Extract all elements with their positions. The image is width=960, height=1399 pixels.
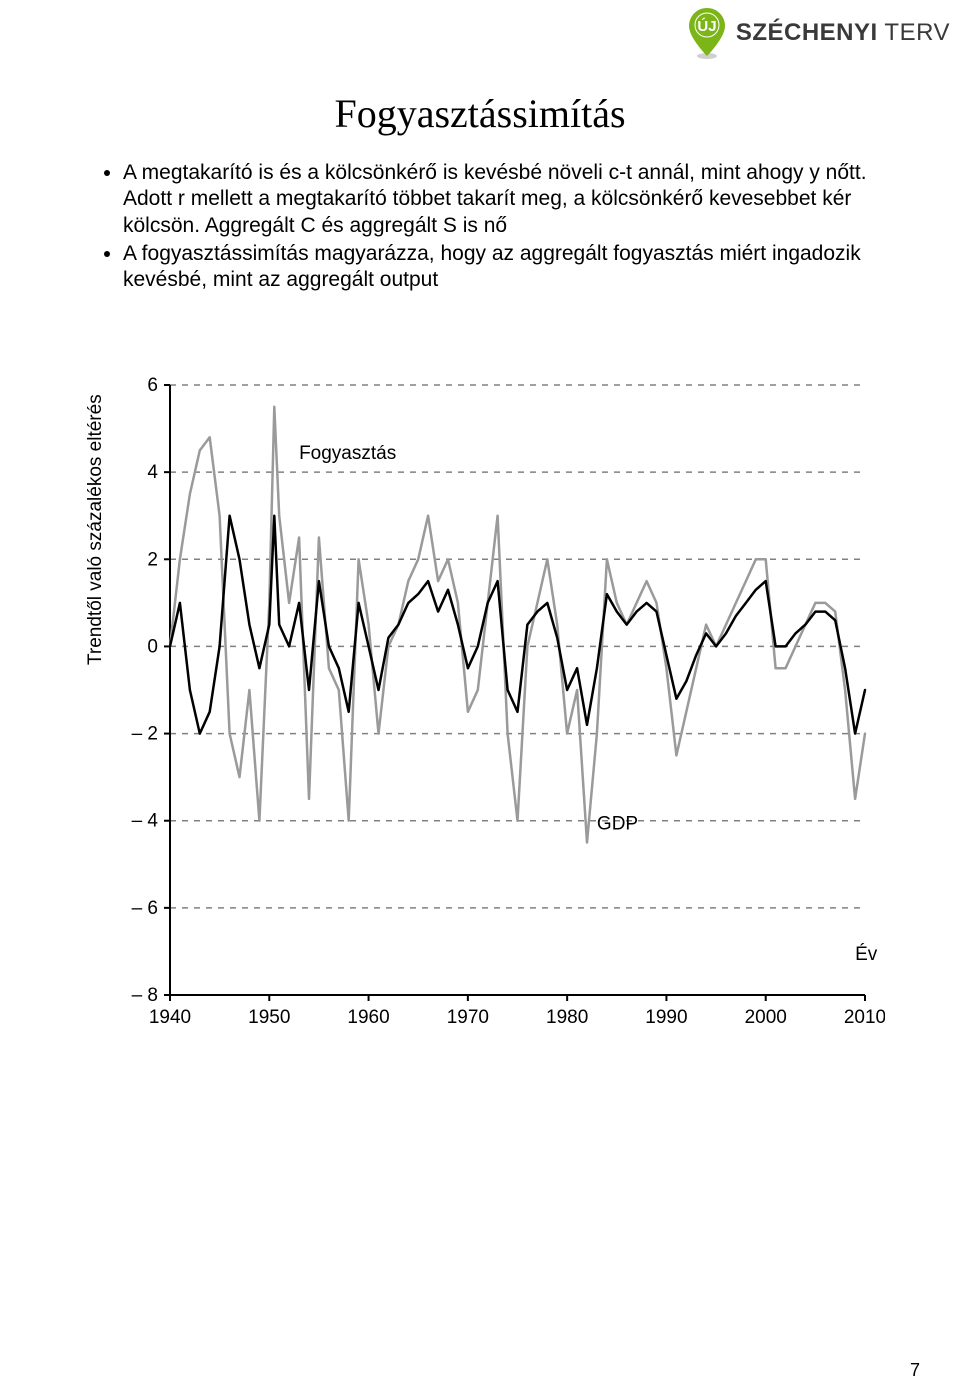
svg-text:2000: 2000 xyxy=(745,1007,787,1028)
brand-logo: ÚJ SZÉCHENYI TERV xyxy=(686,6,950,60)
svg-text:1980: 1980 xyxy=(546,1007,588,1028)
svg-text:0: 0 xyxy=(147,636,158,657)
logo-pin-icon: ÚJ xyxy=(686,6,728,60)
svg-text:– 2: – 2 xyxy=(132,724,158,745)
page-number: 7 xyxy=(910,1360,920,1381)
chart-container: Trendtől való százalékos eltérés 6420– 2… xyxy=(95,375,885,1060)
svg-text:1960: 1960 xyxy=(347,1007,389,1028)
svg-text:1990: 1990 xyxy=(645,1007,687,1028)
svg-text:Év: Év xyxy=(855,944,878,965)
brand-bold: SZÉCHENYI xyxy=(736,19,878,46)
svg-text:6: 6 xyxy=(147,375,158,396)
svg-text:– 6: – 6 xyxy=(132,898,158,919)
bullet-item: A megtakarító is és a kölcsönkérő is kev… xyxy=(123,160,885,239)
svg-text:1970: 1970 xyxy=(447,1007,489,1028)
page-title: Fogyasztássimítás xyxy=(0,90,960,137)
y-axis-label: Trendtől való százalékos eltérés xyxy=(85,394,107,665)
svg-text:GDP: GDP xyxy=(597,813,638,834)
badge-text: ÚJ xyxy=(697,17,716,35)
body-text: A megtakarító is és a kölcsönkérő is kev… xyxy=(95,160,885,295)
page: ÚJ SZÉCHENYI TERV Fogyasztássimítás A me… xyxy=(0,0,960,1399)
svg-text:– 4: – 4 xyxy=(132,811,159,832)
line-chart: 6 4 2 0 – 2 – 4 – 6 – 81940 1950 1960 1970 1980 1990… xyxy=(95,375,885,1055)
svg-text:2010: 2010 xyxy=(844,1007,885,1028)
svg-text:Fogyasztás: Fogyasztás xyxy=(299,443,396,464)
svg-text:– 8: – 8 xyxy=(132,985,158,1006)
brand-text: SZÉCHENYI TERV xyxy=(736,19,950,47)
brand-light: TERV xyxy=(878,19,950,46)
bullet-item: A fogyasztássimítás magyarázza, hogy az … xyxy=(123,241,885,294)
svg-text:1940: 1940 xyxy=(149,1007,191,1028)
svg-text:4: 4 xyxy=(147,462,158,483)
svg-text:1950: 1950 xyxy=(248,1007,290,1028)
svg-text:2: 2 xyxy=(147,549,158,570)
